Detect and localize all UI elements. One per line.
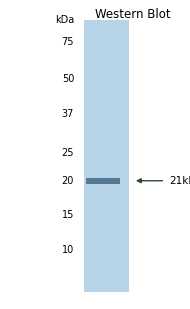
Text: 75: 75 — [62, 37, 74, 47]
Bar — [84, 20, 129, 292]
Text: 20: 20 — [62, 176, 74, 186]
Text: 25: 25 — [62, 148, 74, 158]
Text: Western Blot: Western Blot — [95, 8, 171, 21]
Text: kDa: kDa — [55, 15, 74, 25]
Text: 21kDa: 21kDa — [169, 176, 190, 186]
Bar — [86, 178, 120, 184]
Text: 10: 10 — [62, 245, 74, 255]
Text: 50: 50 — [62, 74, 74, 84]
Text: 37: 37 — [62, 109, 74, 119]
Text: 15: 15 — [62, 210, 74, 220]
